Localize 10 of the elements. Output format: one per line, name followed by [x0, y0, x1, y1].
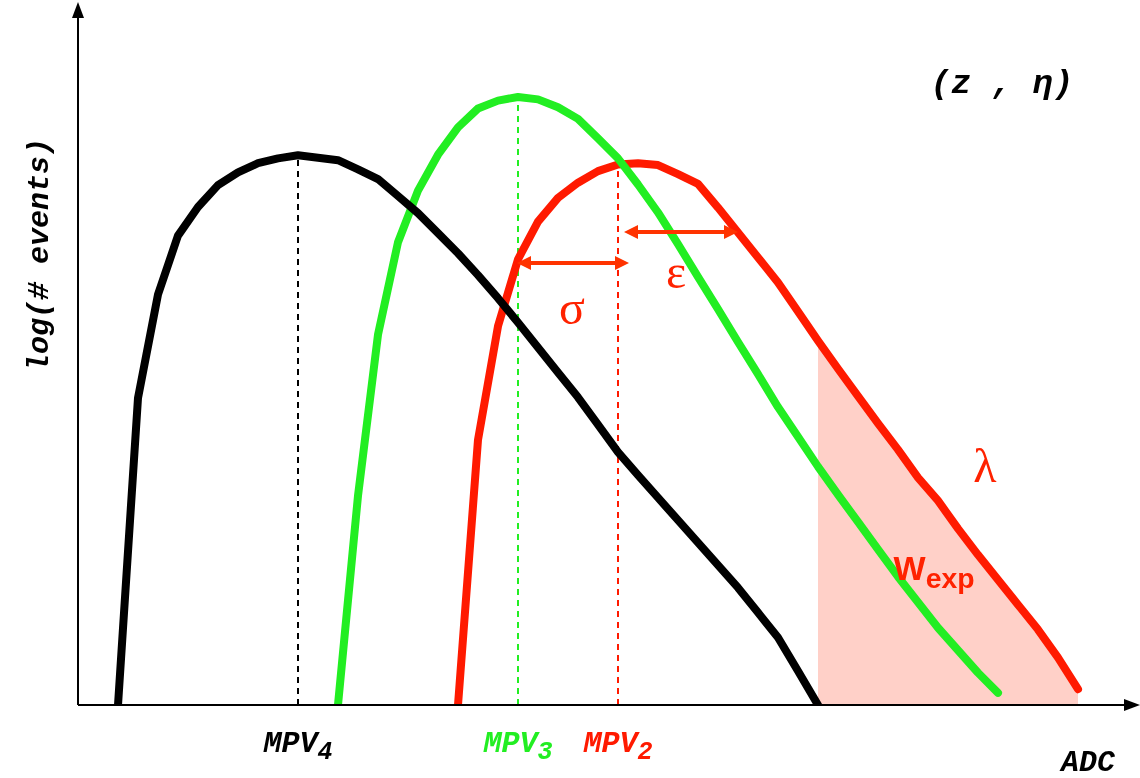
annotation: W$_{exp}$ [893, 549, 975, 595]
x-axis-title: ADC [1060, 746, 1116, 778]
y-axis-title: log(# events) [23, 137, 57, 373]
x-tick-label: MPV$_{2}$ [583, 727, 653, 767]
annotation: ε [665, 245, 687, 298]
annotation: (z , η) [930, 65, 1074, 103]
annotation: σ [559, 281, 585, 334]
x-tick-label: MPV$_{4}$ [263, 727, 333, 767]
x-tick-label: MPV$_{3}$ [483, 727, 553, 767]
annotation: λ [973, 439, 997, 492]
